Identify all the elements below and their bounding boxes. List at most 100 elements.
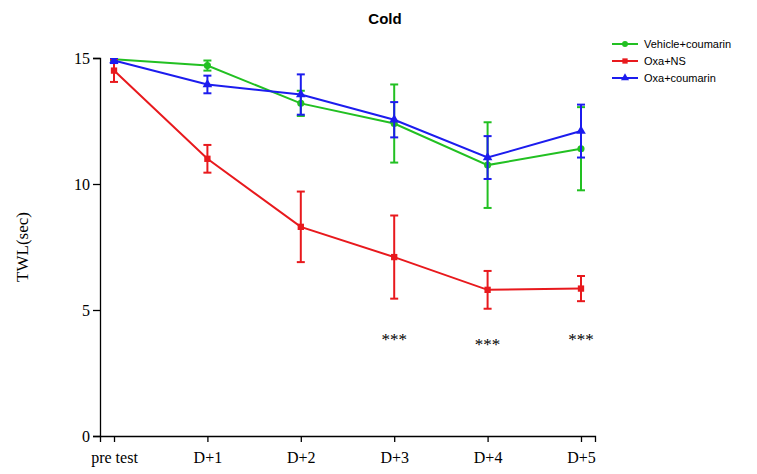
error-bar-cap [484,207,492,209]
error-bar-cap [484,135,492,137]
x-tick-mark [207,436,208,442]
legend-entry: Vehicle+coumarin [612,38,731,50]
legend-entry: Oxa+coumarin [612,72,716,84]
error-bar [577,105,585,158]
y-tick-label: 15 [74,50,90,67]
error-bar-cap [577,157,585,159]
error-bar-cap [297,114,305,116]
error-bar-stem [487,122,489,208]
error-bar-cap [203,92,211,94]
error-bar-cap [484,178,492,180]
title: Cold [368,10,401,27]
series-line [114,59,581,165]
error-bar [390,216,398,299]
error-bar [297,74,305,114]
error-bar-cap [203,172,211,174]
y-tick-label: 10 [74,176,90,193]
plot-area [109,58,586,309]
error-bar-cap [297,73,305,75]
annotation: *** [475,335,501,354]
x-tick-label: pre test [91,449,138,467]
error-bar-cap [390,136,398,138]
error-bar-cap [203,70,211,72]
x-tick-label: D+1 [194,449,223,466]
x-axis: pre test D+1 D+2 D+3 D+4 D+5 [91,436,596,467]
legend-label: Oxa+NS [644,55,686,67]
error-bar-cap [390,162,398,164]
marker [483,152,493,160]
error-bar [203,61,211,71]
x-tick-label: D+3 [380,449,409,466]
y-axis-title: TWL(sec) [13,212,32,282]
error-bar-cap [203,144,211,146]
error-bar-cap [203,60,211,62]
x-tick: D+3 [380,436,409,466]
x-tick-mark [301,436,302,442]
error-bar-cap [390,298,398,300]
error-bar-cap [484,308,492,310]
y-tick-mark [93,310,100,311]
x-tick-mark [114,436,115,442]
error-bar [577,276,585,301]
marker [576,126,586,134]
x-tick: D+2 [287,436,316,466]
y-tick-label: 0 [82,428,90,445]
y-tick: 10 [74,176,100,193]
legend-marker [622,58,627,63]
error-bar-cap [577,275,585,277]
x-tick-label: D+5 [567,449,596,466]
error-bar-cap [577,104,585,106]
legend-marker [622,41,628,47]
error-bar [484,122,492,208]
marker [484,287,490,293]
x-tick: D+5 [567,436,596,466]
error-bar-stem [393,84,395,162]
x-tick-mark [394,436,395,442]
error-bar [297,192,305,263]
x-tick: D+1 [194,436,223,466]
error-bar-cap [577,300,585,302]
annotation: *** [381,330,407,349]
error-bar-cap [110,81,118,83]
y-tick: 5 [82,302,100,319]
y-axis-line [93,59,101,437]
x-axis-line [101,437,596,443]
error-bar-cap [577,189,585,191]
marker [298,224,304,230]
y-tick: 15 [74,50,100,67]
y-tick-mark [93,184,100,185]
error-bar [390,84,398,162]
error-bar [203,145,211,173]
series-line [114,71,581,290]
y-tick-label: 5 [82,302,90,319]
marker [203,79,213,87]
error-bar-cap [297,191,305,193]
y-axis: 0 5 10 15 [74,50,101,445]
x-tick-mark [581,436,582,442]
series [109,58,586,179]
x-tick-label: D+4 [474,449,503,466]
error-bar [484,136,492,179]
error-bar-cap [297,115,305,117]
x-tick-label: D+2 [287,449,316,466]
x-tick-mark [487,436,488,442]
legend-label: Vehicle+coumarin [644,38,731,50]
y-tick: 0 [82,428,100,445]
marker [296,89,306,97]
x-tick: D+4 [474,436,503,466]
legend-label: Oxa+coumarin [644,72,716,84]
legend-entry: Oxa+NS [612,55,686,67]
marker [111,67,117,73]
marker [204,62,211,69]
series [110,59,585,308]
series-line [114,61,581,158]
x-tick: pre test [91,436,138,467]
marker [391,254,397,260]
legend-marker [621,73,629,80]
marker [204,156,210,162]
error-bar-cap [484,270,492,272]
error-bar-cap [203,75,211,77]
error-bar-cap [390,101,398,103]
error-bar [484,271,492,309]
chart: Cold TWL(sec) 0 5 10 15 pre test D+1 D+2 D+3 D+4 D+… [0,0,757,474]
